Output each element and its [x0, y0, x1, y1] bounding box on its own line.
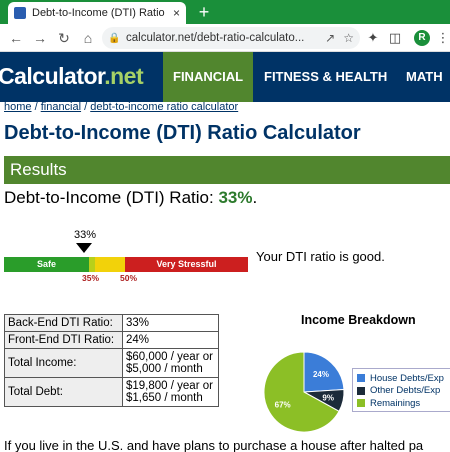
- pie-slice-label: 9%: [322, 393, 334, 402]
- pie-slice-label: 24%: [313, 370, 329, 379]
- nav-fitness-health[interactable]: FITNESS & HEALTH: [264, 69, 388, 84]
- dti-status-message: Your DTI ratio is good.: [256, 249, 385, 264]
- tab-title: Debt-to-Income (DTI) Ratio Calcu: [32, 7, 167, 19]
- legend-swatch: [357, 399, 365, 408]
- dti-results-table: Back-End DTI Ratio: 33% Front-End DTI Ra…: [4, 314, 219, 407]
- back-arrow-icon[interactable]: ←: [9, 30, 23, 46]
- menu-kebab-icon[interactable]: ⋮: [436, 30, 450, 45]
- page-title: Debt-to-Income (DTI) Ratio Calculator: [4, 122, 361, 144]
- table-row: Front-End DTI Ratio: 24%: [4, 331, 219, 349]
- gauge-tick-35: 35%: [82, 273, 100, 283]
- legend-item: House Debts/Exp: [357, 372, 447, 385]
- url-text: calculator.net/debt-ratio-calculato...: [126, 32, 305, 44]
- gauge-tick-50: 50%: [120, 273, 138, 283]
- gauge-transition-zone: [89, 257, 95, 272]
- info-paragraph: If you live in the U.S. and have plans t…: [4, 438, 424, 452]
- profile-avatar[interactable]: R: [414, 30, 430, 46]
- breadcrumb-home[interactable]: home: [4, 101, 32, 113]
- breadcrumb-current[interactable]: debt-to-income ratio calculator: [90, 101, 239, 113]
- gauge-caution-zone: [95, 257, 125, 272]
- table-value: $60,000 / year or $5,000 / month: [122, 348, 219, 378]
- legend-item: Other Debts/Exp: [357, 385, 447, 398]
- browser-toolbar: ← → ↻ ⌂ 🔒 calculator.net/debt-ratio-calc…: [0, 24, 450, 52]
- table-label: Front-End DTI Ratio:: [4, 331, 123, 349]
- table-label: Back-End DTI Ratio:: [4, 314, 123, 332]
- income-breakdown-pie: 24% 9% 67%: [263, 351, 345, 433]
- dti-ratio-result: Debt-to-Income (DTI) Ratio: 33%.: [4, 188, 258, 207]
- extensions-puzzle-icon[interactable]: ✦: [367, 30, 379, 45]
- forward-arrow-icon[interactable]: →: [33, 30, 47, 46]
- table-label: Total Debt:: [4, 377, 123, 407]
- address-bar[interactable]: 🔒 calculator.net/debt-ratio-calculato...…: [102, 27, 360, 49]
- close-tab-icon[interactable]: ×: [172, 6, 180, 20]
- chart-title: Income Breakdown: [301, 313, 416, 327]
- chart-legend: House Debts/Exp Other Debts/Exp Remainin…: [352, 368, 450, 412]
- share-icon[interactable]: ↗: [325, 31, 336, 45]
- side-panel-icon[interactable]: ◫: [388, 30, 402, 45]
- table-row: Total Debt: $19,800 / year or $1,650 / mo…: [4, 377, 219, 407]
- calculator-favicon-icon: [14, 7, 26, 19]
- remainings-slice: [263, 351, 340, 433]
- breadcrumb: home / financial / debt-to-income ratio …: [4, 101, 239, 113]
- browser-tab[interactable]: Debt-to-Income (DTI) Ratio Calcu ×: [8, 2, 186, 24]
- gauge-stress-zone: Very Stressful: [125, 257, 248, 272]
- pie-slice-label: 67%: [275, 401, 291, 410]
- reload-icon[interactable]: ↻: [58, 30, 70, 46]
- table-value: $19,800 / year or $1,650 / month: [122, 377, 219, 407]
- site-header: Calculator.net FINANCIAL FITNESS & HEALT…: [0, 52, 450, 102]
- nav-math[interactable]: MATH: [406, 69, 443, 84]
- table-row: Total Income: $60,000 / year or $5,000 / …: [4, 348, 219, 378]
- bookmark-star-icon[interactable]: ☆: [343, 31, 354, 45]
- table-value: 24%: [122, 331, 219, 349]
- gauge-pointer-icon: [76, 243, 92, 253]
- new-tab-button[interactable]: +: [198, 2, 210, 22]
- site-logo[interactable]: Calculator.net: [0, 63, 144, 89]
- legend-item: Remainings: [357, 397, 447, 410]
- nav-financial[interactable]: FINANCIAL: [163, 52, 254, 102]
- breadcrumb-financial[interactable]: financial: [40, 101, 82, 113]
- legend-swatch: [357, 374, 365, 383]
- legend-swatch: [357, 386, 365, 395]
- table-value: 33%: [122, 314, 219, 332]
- home-icon[interactable]: ⌂: [83, 30, 93, 46]
- table-row: Back-End DTI Ratio: 33%: [4, 314, 219, 332]
- lock-icon: 🔒: [108, 32, 121, 44]
- house-debts-slice: [303, 351, 345, 393]
- table-label: Total Income:: [4, 348, 123, 378]
- browser-tab-strip: Debt-to-Income (DTI) Ratio Calcu × +: [0, 0, 450, 24]
- dti-ratio-value: 33%: [218, 188, 253, 207]
- gauge-safe-zone: Safe: [4, 257, 89, 272]
- dti-gauge: Safe Very Stressful: [4, 257, 248, 272]
- gauge-marker-label: 33%: [74, 229, 97, 241]
- results-header: Results: [4, 156, 450, 184]
